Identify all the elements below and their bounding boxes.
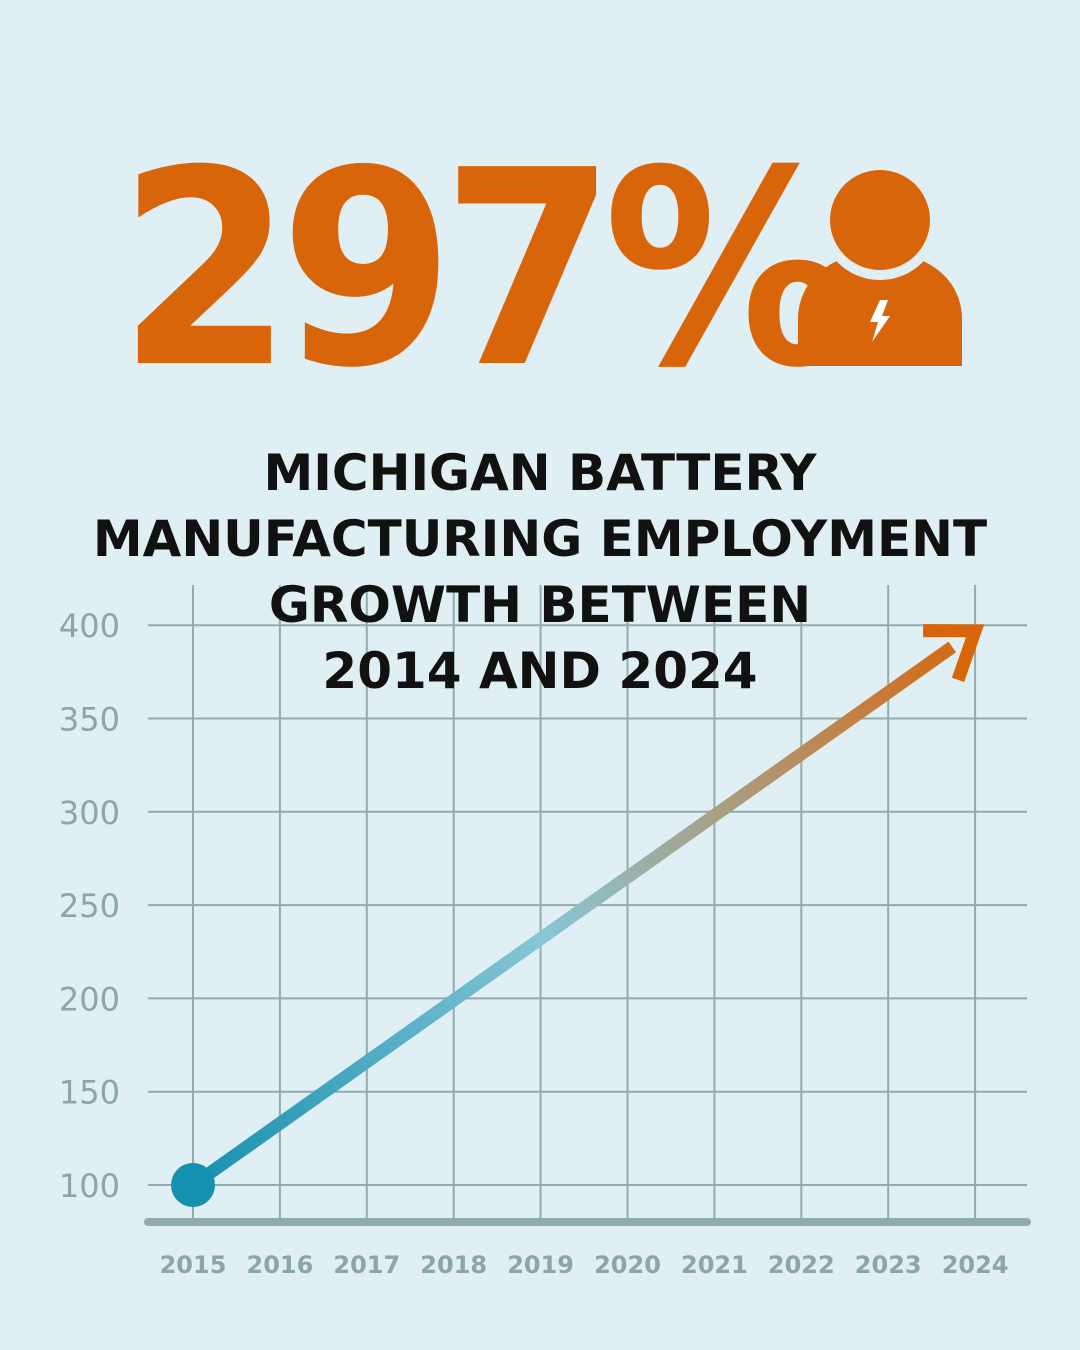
series-arrowhead: [923, 624, 985, 683]
y-tick-label: 400: [59, 607, 120, 645]
x-tick-label: 2018: [420, 1251, 487, 1279]
y-tick-label: 350: [59, 701, 120, 739]
series-start-point: [171, 1163, 215, 1207]
chart-title-line-3: GROWTH BETWEEN: [268, 576, 812, 634]
x-tick-label: 2023: [855, 1251, 922, 1279]
chart-title-line-4: 2014 AND 2024: [322, 642, 758, 700]
x-tick-label: 2016: [247, 1251, 314, 1279]
person-with-lightning-bolt-icon: [798, 170, 962, 366]
x-tick-label: 2017: [333, 1251, 400, 1279]
x-tick-label: 2019: [507, 1251, 574, 1279]
x-tick-label: 2015: [160, 1251, 227, 1279]
chart-title-line-1: MICHIGAN BATTERY: [263, 444, 817, 502]
y-tick-label: 300: [59, 794, 120, 832]
x-tick-label: 2021: [681, 1251, 748, 1279]
x-tick-label: 2024: [942, 1251, 1009, 1279]
chart-title-line-2: MANUFACTURING EMPLOYMENT: [92, 510, 988, 568]
y-tick-label: 200: [59, 980, 120, 1018]
y-tick-label: 100: [59, 1167, 120, 1205]
y-tick-label: 250: [59, 887, 120, 925]
y-tick-label: 150: [59, 1074, 120, 1112]
x-tick-label: 2020: [594, 1251, 661, 1279]
series-line: [189, 641, 957, 1191]
x-tick-label: 2022: [768, 1251, 835, 1279]
chart-title: MICHIGAN BATTERY MANUFACTURING EMPLOYMEN…: [0, 440, 1080, 704]
headline-percentage: 297%: [118, 112, 855, 427]
